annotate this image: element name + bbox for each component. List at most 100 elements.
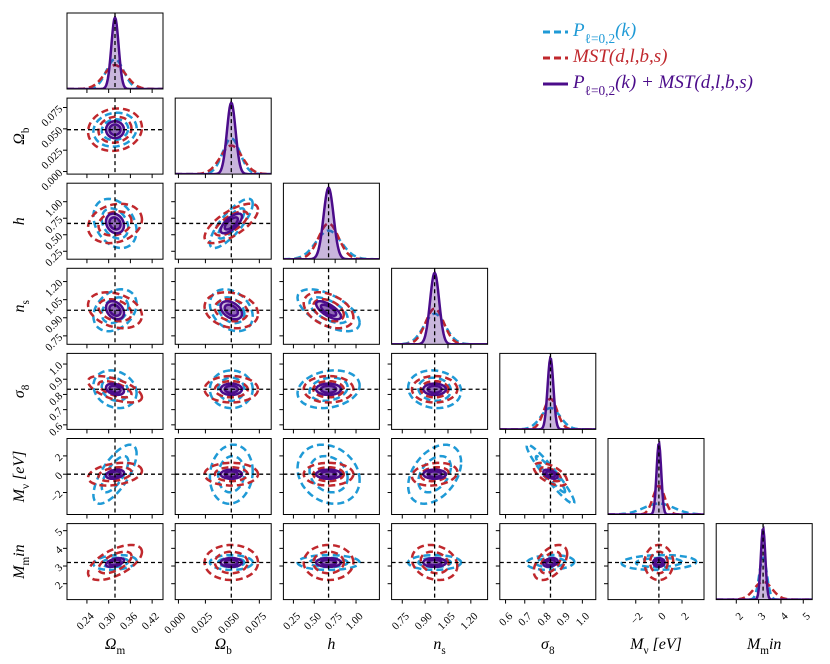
- y-axis-label: Mν [eV]: [11, 451, 32, 504]
- contour: [302, 461, 355, 487]
- panel-frame: [174, 523, 272, 601]
- contour: [213, 550, 249, 575]
- x-tick-label: 0.25: [281, 610, 303, 632]
- y-tick-label: 0.8: [47, 390, 66, 409]
- x-tick-label: 0.075: [243, 610, 269, 636]
- contour: [108, 303, 122, 317]
- contour: [532, 461, 569, 487]
- contour: [296, 443, 361, 505]
- x-tick-label: 1.20: [458, 610, 480, 632]
- contour: [86, 461, 144, 487]
- marginal-curve: [283, 186, 380, 260]
- contour: [525, 443, 576, 505]
- panel: [391, 353, 488, 430]
- contour: [302, 543, 355, 582]
- panel: [67, 183, 163, 260]
- contour: [312, 550, 346, 575]
- contour: [648, 550, 669, 575]
- contour: [100, 556, 130, 569]
- y-axis-label: Mmin: [11, 544, 32, 579]
- x-tick-label: 0: [656, 610, 669, 623]
- y-tick-label: 2: [53, 451, 65, 463]
- panel: [67, 268, 163, 345]
- x-axis-label: Ωm: [105, 636, 126, 657]
- marginal-curve: [391, 271, 488, 345]
- y-tick-label: 0.25: [43, 246, 65, 268]
- y-tick-label: 0.50: [43, 230, 65, 252]
- contour: [86, 202, 144, 245]
- y-tick-label: 0.75: [43, 331, 65, 353]
- x-tick-label: 1.00: [343, 610, 365, 632]
- x-axis-label: Mmin: [746, 636, 781, 657]
- x-axis-label: h: [327, 636, 335, 653]
- contour: [208, 553, 254, 572]
- x-tick-label: −2: [628, 610, 645, 627]
- panel-frame: [174, 182, 272, 260]
- y-tick-label: 0.9: [47, 374, 66, 393]
- panel: [175, 523, 272, 600]
- x-tick-label: 0.24: [74, 610, 96, 632]
- panel: [175, 98, 272, 175]
- panel-frame: [499, 523, 597, 601]
- panel: [499, 438, 596, 515]
- contour: [302, 291, 355, 330]
- marginal-curve: [499, 355, 596, 430]
- panel: [175, 183, 272, 260]
- panel-frame: [66, 97, 164, 175]
- y-tick-label: 1.05: [43, 295, 65, 317]
- x-tick-label: 0.8: [535, 610, 554, 629]
- panel: [608, 438, 704, 515]
- panel-frame: [282, 523, 380, 601]
- panel: [283, 438, 380, 515]
- x-tick-label: 3: [756, 610, 769, 623]
- y-tick-label: 0: [53, 469, 66, 482]
- contour: [97, 297, 133, 323]
- panel: [716, 523, 813, 600]
- contour: [419, 466, 450, 483]
- contour: [296, 369, 361, 410]
- marginal-curve: [175, 100, 272, 175]
- contour: [86, 291, 144, 330]
- y-axis-label: ns: [11, 300, 32, 312]
- y-tick-label: 0.025: [39, 145, 65, 171]
- panel: [499, 523, 596, 600]
- y-tick-label: 0.7: [47, 405, 66, 424]
- panel: [499, 353, 596, 430]
- contour: [213, 297, 249, 323]
- y-axis-label: h: [11, 217, 28, 225]
- contour: [296, 288, 361, 333]
- y-axis-label: σ8: [11, 384, 32, 398]
- panel: [175, 268, 272, 345]
- panel-frame: [499, 438, 597, 515]
- panel-frame: [607, 438, 705, 515]
- legend-label: Pℓ=0,2(k) + MST(d,l,b,s): [572, 72, 753, 97]
- marginal-curve: [716, 525, 813, 600]
- panel-frame: [174, 352, 272, 430]
- x-tick-label: 2: [733, 610, 745, 622]
- panel: [283, 353, 380, 430]
- panel: [67, 353, 163, 430]
- x-tick-label: 0.50: [302, 610, 324, 632]
- panel-frame: [174, 97, 272, 175]
- x-axis-label: Ωb: [215, 636, 233, 657]
- contour: [406, 369, 463, 410]
- panel: [283, 183, 380, 260]
- panel-frame: [282, 267, 380, 345]
- marginal-fill: [608, 443, 704, 515]
- contour: [86, 543, 144, 582]
- x-axis-label: Mν [eV]: [629, 636, 682, 657]
- panel-frame: [391, 523, 489, 601]
- contour: [203, 202, 260, 245]
- x-tick-label: 0.050: [216, 610, 242, 636]
- x-tick-label: 5: [800, 610, 813, 623]
- contour: [312, 297, 346, 323]
- y-tick-label: 0.075: [39, 103, 65, 129]
- y-tick-label: 0.90: [43, 313, 65, 335]
- contour: [406, 443, 463, 505]
- contour: [620, 553, 698, 572]
- y-tick-label: 0.000: [39, 167, 65, 193]
- contour: [86, 374, 144, 404]
- panel: [391, 268, 488, 345]
- panel: [67, 98, 163, 175]
